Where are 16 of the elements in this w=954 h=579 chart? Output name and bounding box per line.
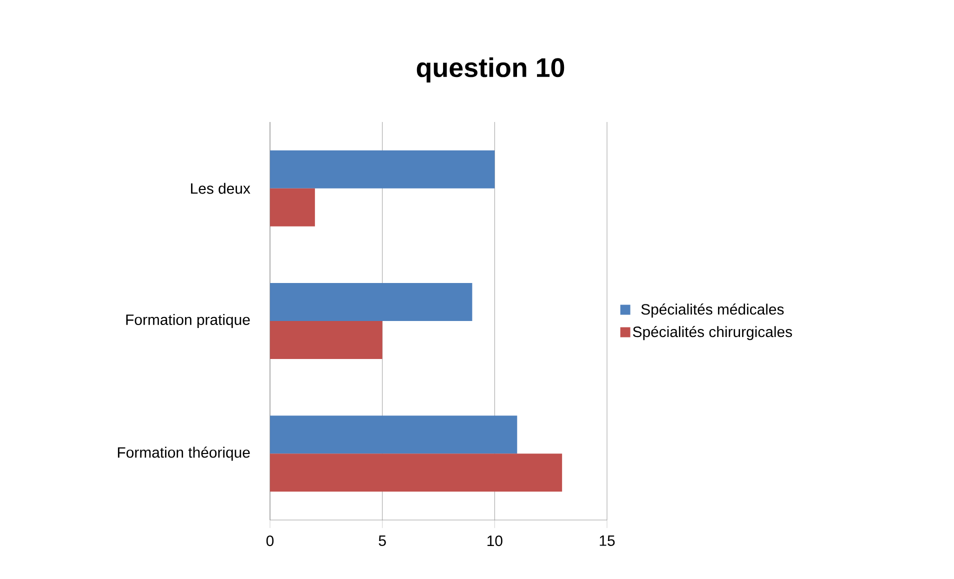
y-tick-label: Formation pratique	[126, 314, 250, 328]
bar	[270, 282, 472, 321]
x-tick-label: 0	[266, 536, 274, 546]
legend-label: Spécialités chirurgicales	[632, 326, 792, 340]
bar	[270, 454, 562, 492]
bar	[270, 188, 315, 226]
bar	[270, 321, 382, 359]
y-tick-label: Les deux	[191, 182, 250, 194]
x-tick-label: 5	[378, 536, 386, 546]
chart-title: question 10	[416, 57, 564, 82]
x-tick-label: 10	[488, 536, 502, 546]
bar	[270, 150, 495, 188]
y-tick-label: Formation théorique	[118, 446, 250, 461]
legend-label: Spécialités médicales	[641, 304, 784, 318]
bar	[270, 416, 518, 454]
x-tick-label: 15	[600, 536, 615, 546]
